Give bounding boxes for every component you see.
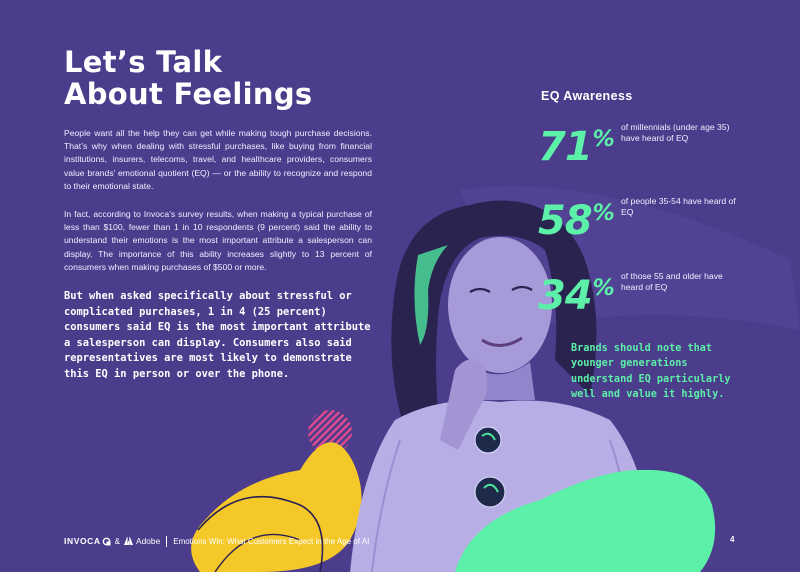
stat-description: of millennials (under age 35) have heard… [621,122,730,144]
yellow-blob-shape [191,442,362,572]
striped-circle-shape [308,410,352,454]
person-hair [391,200,597,430]
person-face [448,237,552,373]
intro-paragraph: People want all the help they can get wh… [64,128,372,191]
stat-description: of those 55 and older have heard of EQ [621,271,723,293]
yellow-blob-line [197,495,324,572]
invoca-logo: INVOCA [64,536,111,546]
stat-value: 34% [538,273,615,319]
report-title: Emotions Win: What Customers Expect in t… [173,536,370,546]
adobe-logo: Adobe [124,536,160,546]
stat-description: of people 35-54 have heard of EQ [621,196,736,218]
survey-paragraph: In fact, according to Invoca’s survey re… [64,209,372,272]
footer-divider [166,535,168,547]
yellow-blob-line-2 [214,533,301,572]
callout-text: But when asked specifically about stress… [64,290,371,380]
eq-awareness-heading: EQ Awareness [541,89,633,103]
title-line-1: Let’s Talk [64,45,223,79]
hair-highlight [414,245,448,345]
page-number: 4 [730,535,735,544]
footer: INVOCA & Adobe Emotions Win: What Custom… [64,533,369,549]
ampersand: & [114,536,121,546]
title-line-2: About Feelings [64,77,313,111]
brands-note: Brands should note that younger generati… [571,343,731,401]
page-title: Let’s Talk About Feelings [64,46,312,110]
invoca-logo-icon [102,537,111,545]
stat-value: 71% [538,124,615,170]
green-blob-shape [455,469,716,572]
adobe-logo-icon [124,537,134,545]
stat-value: 58% [538,198,615,244]
